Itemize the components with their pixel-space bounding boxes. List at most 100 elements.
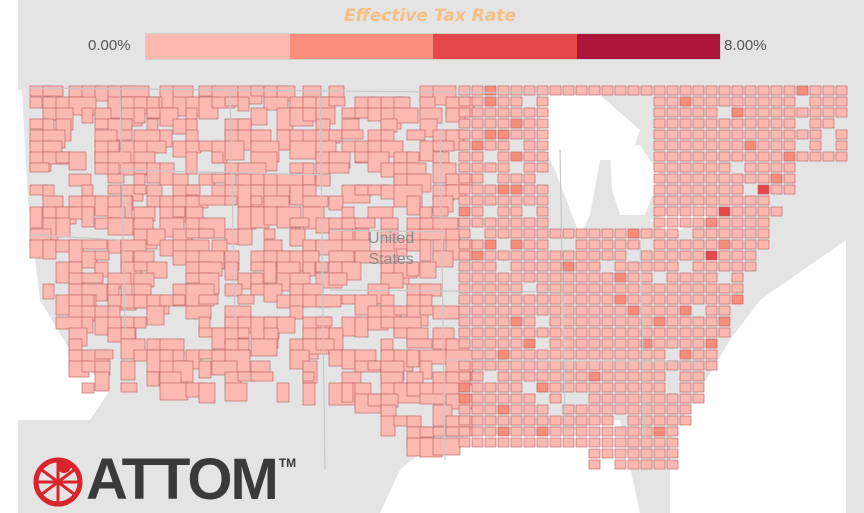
county-shape[interactable]	[536, 382, 549, 393]
county-shape[interactable]	[536, 239, 549, 250]
county-shape[interactable]	[172, 294, 186, 306]
county-shape[interactable]	[705, 316, 718, 327]
county-shape[interactable]	[666, 206, 679, 217]
county-shape[interactable]	[718, 327, 731, 338]
county-shape[interactable]	[679, 305, 692, 316]
county-shape[interactable]	[471, 85, 484, 96]
county-shape[interactable]	[731, 173, 744, 184]
county-shape[interactable]	[757, 151, 770, 162]
county-shape[interactable]	[497, 327, 510, 338]
county-shape[interactable]	[523, 437, 536, 448]
county-shape[interactable]	[510, 305, 523, 316]
county-shape[interactable]	[497, 316, 510, 327]
county-shape[interactable]	[523, 349, 536, 360]
county-shape[interactable]	[822, 96, 835, 107]
county-shape[interactable]	[120, 382, 138, 393]
county-shape[interactable]	[627, 228, 640, 239]
county-shape[interactable]	[484, 426, 497, 437]
county-shape[interactable]	[653, 129, 666, 140]
county-shape[interactable]	[679, 206, 692, 217]
county-shape[interactable]	[692, 327, 705, 338]
county-shape[interactable]	[146, 305, 165, 326]
county-shape[interactable]	[497, 349, 510, 360]
county-shape[interactable]	[471, 349, 484, 360]
county-shape[interactable]	[770, 184, 783, 195]
county-shape[interactable]	[718, 228, 731, 239]
county-shape[interactable]	[185, 184, 201, 196]
county-shape[interactable]	[731, 206, 744, 217]
county-shape[interactable]	[653, 294, 666, 305]
county-shape[interactable]	[549, 393, 562, 404]
county-shape[interactable]	[406, 338, 433, 349]
county-shape[interactable]	[718, 151, 731, 162]
county-shape[interactable]	[497, 404, 510, 415]
county-shape[interactable]	[575, 437, 588, 448]
county-shape[interactable]	[497, 162, 510, 173]
county-shape[interactable]	[484, 85, 497, 96]
county-shape[interactable]	[458, 294, 471, 305]
county-shape[interactable]	[523, 151, 536, 162]
county-shape[interactable]	[406, 129, 426, 141]
county-shape[interactable]	[679, 327, 692, 338]
county-shape[interactable]	[536, 85, 549, 96]
county-shape[interactable]	[744, 118, 757, 129]
county-layer[interactable]	[29, 85, 848, 470]
county-shape[interactable]	[549, 338, 562, 349]
county-shape[interactable]	[731, 294, 744, 305]
county-shape[interactable]	[549, 85, 562, 96]
county-shape[interactable]	[510, 327, 523, 338]
county-shape[interactable]	[835, 85, 848, 96]
county-shape[interactable]	[640, 228, 653, 239]
county-shape[interactable]	[627, 426, 640, 437]
county-shape[interactable]	[302, 371, 315, 382]
county-shape[interactable]	[588, 426, 601, 437]
county-shape[interactable]	[133, 162, 148, 175]
county-shape[interactable]	[588, 250, 601, 261]
county-shape[interactable]	[510, 283, 523, 294]
county-shape[interactable]	[510, 195, 523, 206]
county-shape[interactable]	[55, 217, 71, 238]
county-shape[interactable]	[497, 140, 510, 151]
county-shape[interactable]	[549, 294, 562, 305]
county-shape[interactable]	[575, 426, 588, 437]
county-shape[interactable]	[432, 305, 460, 320]
county-shape[interactable]	[770, 140, 783, 151]
county-shape[interactable]	[653, 437, 666, 448]
county-shape[interactable]	[692, 338, 705, 349]
county-shape[interactable]	[783, 129, 796, 140]
county-shape[interactable]	[341, 129, 364, 140]
county-shape[interactable]	[770, 96, 783, 107]
county-shape[interactable]	[510, 404, 523, 415]
county-shape[interactable]	[510, 206, 523, 217]
county-shape[interactable]	[224, 283, 243, 297]
county-shape[interactable]	[510, 228, 523, 239]
county-shape[interactable]	[146, 140, 167, 154]
county-shape[interactable]	[705, 349, 718, 360]
county-shape[interactable]	[497, 250, 510, 261]
county-shape[interactable]	[614, 327, 627, 338]
county-shape[interactable]	[588, 316, 601, 327]
county-shape[interactable]	[549, 426, 562, 437]
county-shape[interactable]	[484, 129, 497, 140]
county-shape[interactable]	[289, 305, 304, 320]
county-shape[interactable]	[120, 118, 133, 131]
county-shape[interactable]	[523, 272, 536, 283]
county-shape[interactable]	[406, 349, 420, 368]
county-shape[interactable]	[536, 426, 549, 437]
county-shape[interactable]	[666, 184, 679, 195]
county-shape[interactable]	[666, 327, 679, 338]
county-shape[interactable]	[510, 250, 523, 261]
county-shape[interactable]	[484, 261, 497, 272]
county-shape[interactable]	[42, 283, 55, 300]
county-shape[interactable]	[757, 107, 770, 118]
county-shape[interactable]	[666, 283, 679, 294]
county-shape[interactable]	[705, 129, 718, 140]
county-shape[interactable]	[458, 437, 471, 448]
county-shape[interactable]	[692, 129, 705, 140]
county-shape[interactable]	[497, 305, 510, 316]
county-shape[interactable]	[484, 382, 497, 393]
county-shape[interactable]	[81, 107, 94, 124]
county-shape[interactable]	[640, 404, 653, 415]
county-shape[interactable]	[809, 129, 822, 140]
county-shape[interactable]	[653, 184, 666, 195]
